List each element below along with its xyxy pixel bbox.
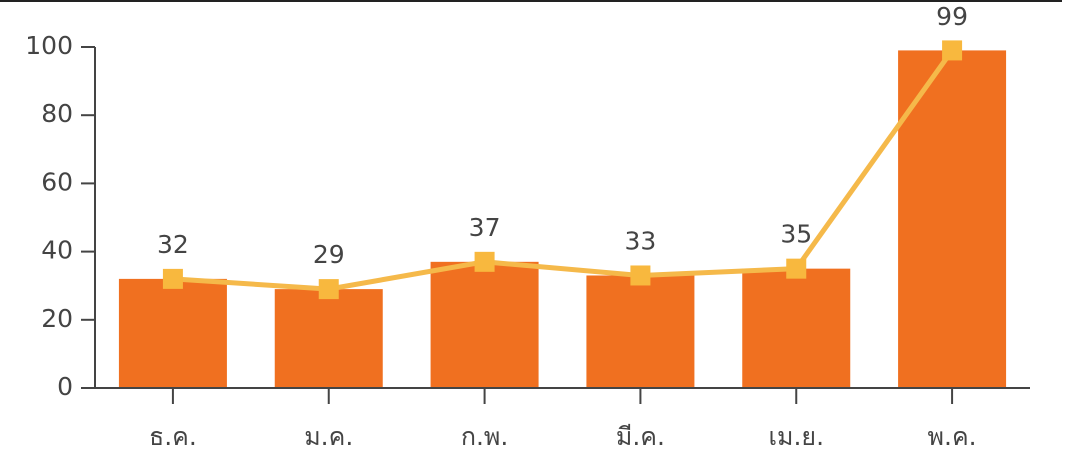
y-tick-label: 100 [25, 31, 73, 60]
marker [474, 251, 495, 272]
marker [942, 40, 963, 61]
value-label: 29 [313, 240, 345, 269]
bar [430, 261, 539, 388]
y-tick-label: 20 [41, 304, 73, 333]
x-tick-label: พ.ค. [928, 422, 977, 451]
value-label: 35 [780, 220, 812, 249]
x-tick-label: ม.ค. [304, 422, 353, 451]
y-tick-label: 0 [57, 372, 73, 401]
x-tick-label: ธ.ค. [149, 422, 197, 451]
y-tick-label: 40 [41, 236, 73, 265]
y-tick-label: 80 [41, 99, 73, 128]
bar [274, 289, 383, 388]
bar [586, 275, 695, 388]
value-label: 32 [157, 230, 189, 259]
x-tick-label: ก.พ. [461, 422, 509, 451]
marker [630, 265, 651, 286]
marker [318, 279, 339, 300]
value-label: 99 [936, 2, 968, 31]
value-label: 37 [469, 213, 501, 242]
line [172, 48, 955, 292]
marker [786, 258, 807, 279]
x-tick-label: มี.ค. [616, 422, 665, 451]
bar [118, 278, 227, 388]
bar [898, 50, 1007, 388]
y-tick-label: 60 [41, 167, 73, 196]
x-tick-label: เม.ย. [768, 422, 824, 451]
bar [742, 268, 851, 388]
value-label: 33 [625, 226, 657, 255]
marker [162, 268, 183, 289]
